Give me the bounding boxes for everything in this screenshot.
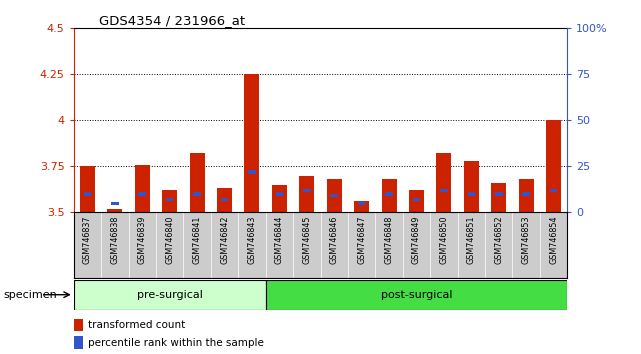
Bar [221, 198, 228, 201]
Text: GSM746854: GSM746854 [549, 216, 558, 264]
Text: GSM746850: GSM746850 [439, 216, 449, 264]
Text: GDS4354 / 231966_at: GDS4354 / 231966_at [99, 14, 246, 27]
Bar [299, 176, 314, 212]
Text: GSM746845: GSM746845 [303, 216, 312, 264]
Bar [276, 192, 283, 196]
Text: GSM746847: GSM746847 [357, 216, 366, 264]
Bar [381, 179, 397, 212]
Bar [437, 154, 451, 212]
Bar [409, 190, 424, 212]
Bar [522, 192, 530, 196]
Bar [491, 183, 506, 212]
Text: GSM746839: GSM746839 [138, 216, 147, 264]
Bar [107, 209, 122, 212]
Bar [495, 192, 503, 196]
Text: transformed count: transformed count [88, 320, 185, 330]
Bar [244, 74, 260, 212]
Bar [135, 165, 150, 212]
Text: GSM746844: GSM746844 [275, 216, 284, 264]
Bar [80, 166, 95, 212]
Bar [162, 190, 177, 212]
Bar [385, 192, 393, 196]
Text: percentile rank within the sample: percentile rank within the sample [88, 338, 263, 348]
Bar [519, 179, 534, 212]
Text: GSM746837: GSM746837 [83, 216, 92, 264]
Bar [331, 194, 338, 198]
Bar [440, 189, 447, 192]
Bar [327, 179, 342, 212]
Text: GSM746838: GSM746838 [110, 216, 119, 264]
Bar [354, 201, 369, 212]
Text: GSM746841: GSM746841 [192, 216, 202, 264]
Text: pre-surgical: pre-surgical [137, 290, 203, 300]
Bar [413, 198, 420, 201]
Bar [358, 201, 365, 205]
Text: GSM746843: GSM746843 [247, 216, 256, 264]
Bar [550, 189, 557, 192]
Bar [84, 192, 91, 196]
Bar [74, 319, 83, 331]
Bar [74, 280, 265, 310]
Bar [467, 192, 475, 196]
Text: GSM746852: GSM746852 [494, 216, 503, 264]
Bar [272, 185, 287, 212]
Text: specimen: specimen [3, 290, 57, 300]
Text: GSM746842: GSM746842 [220, 216, 229, 264]
Bar [111, 201, 119, 205]
Text: GSM746849: GSM746849 [412, 216, 421, 264]
Bar [464, 161, 479, 212]
Bar [265, 280, 567, 310]
Text: GSM746853: GSM746853 [522, 216, 531, 264]
Text: post-surgical: post-surgical [381, 290, 452, 300]
Bar [166, 198, 174, 201]
Bar [194, 192, 201, 196]
Bar [74, 336, 83, 349]
Text: GSM746846: GSM746846 [329, 216, 338, 264]
Bar [248, 170, 256, 173]
Bar [190, 154, 204, 212]
Text: GSM746851: GSM746851 [467, 216, 476, 264]
Bar [546, 120, 561, 212]
Text: GSM746848: GSM746848 [385, 216, 394, 264]
Bar [303, 189, 310, 192]
Bar [217, 188, 232, 212]
Bar [138, 192, 146, 196]
Text: GSM746840: GSM746840 [165, 216, 174, 264]
